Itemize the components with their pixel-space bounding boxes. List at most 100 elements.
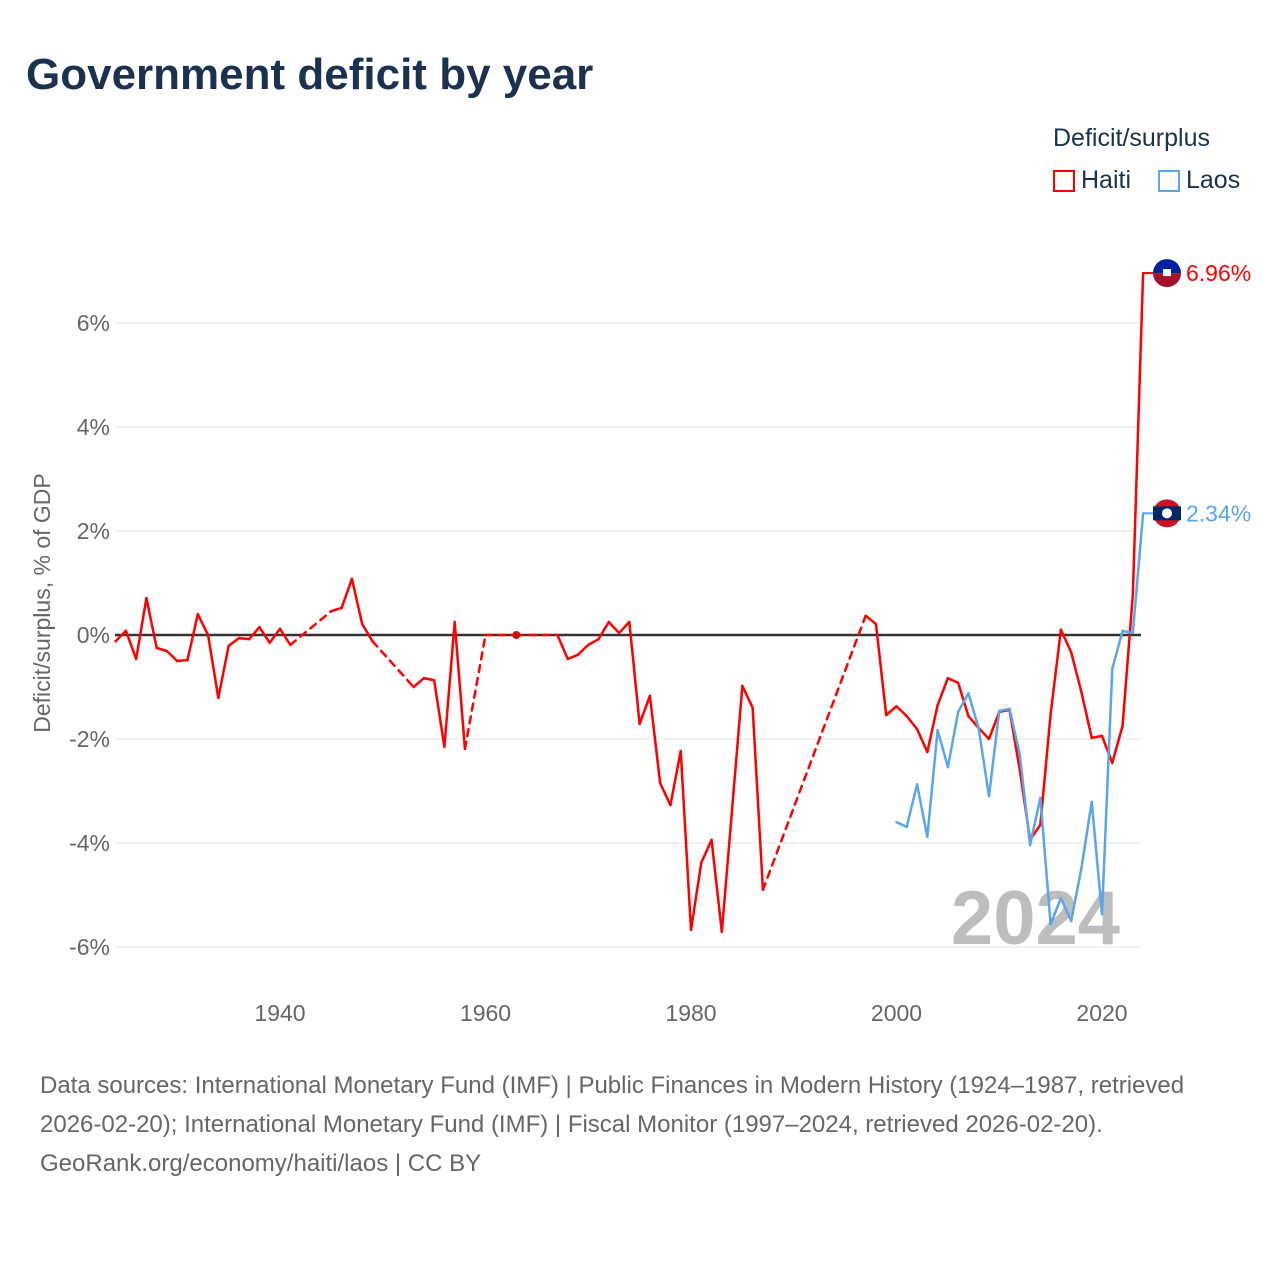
series-segment-haiti (607, 620, 621, 635)
series-segment-laos (895, 820, 909, 829)
series-segment-haiti (176, 658, 189, 663)
series-segment-haiti (289, 609, 333, 647)
data-point-marker (512, 631, 521, 639)
series-segment-haiti (597, 620, 611, 641)
series-segment-haiti (412, 676, 426, 689)
end-value-label: 6.96% (1186, 260, 1251, 286)
x-tick-label: 2000 (871, 1000, 922, 1026)
series-segment-laos (998, 707, 1011, 713)
series-segment-haiti (1059, 628, 1073, 654)
series-segment-haiti (463, 633, 487, 751)
legend-label: Haiti (1081, 166, 1132, 194)
series-segment-haiti (443, 620, 456, 749)
series-segment-haiti (689, 861, 703, 932)
y-tick-label: -6% (69, 934, 110, 960)
series-segment-laos (1008, 707, 1022, 756)
series-segment-haiti (422, 676, 436, 682)
series-segment-haiti (1080, 690, 1093, 740)
series-segment-haiti (915, 727, 929, 754)
series-segment-haiti (864, 614, 878, 626)
x-tick-label: 1980 (665, 1000, 716, 1026)
series-segment-haiti (936, 676, 950, 707)
series-segment-haiti (360, 622, 374, 643)
series-segment-haiti (710, 838, 724, 934)
series-segment-haiti (145, 596, 158, 650)
series-segment-haiti (895, 704, 909, 718)
line-chart: 6% 4% 2% 0% -2% -4% -6% 1940 1960 1980 2000 2020 Def… (29, 259, 1251, 1026)
y-tick-label: 0% (77, 622, 110, 648)
legend-item-laos[interactable]: Laos (1158, 166, 1240, 195)
series-segment-haiti (700, 838, 713, 865)
haiti-flag-icon (1153, 273, 1181, 288)
series-segment-laos (1028, 796, 1042, 847)
series-segment-haiti (114, 629, 128, 643)
haiti-flag-icon (1153, 259, 1181, 274)
y-axis-label: Deficit/surplus, % of GDP (29, 473, 55, 732)
series-segment-laos (926, 728, 939, 839)
series-segment-laos (967, 691, 980, 730)
footer: Data sources: International Monetary Fun… (40, 1066, 1240, 1183)
x-tick-label: 2020 (1076, 1000, 1127, 1026)
series-segment-haiti (946, 676, 960, 685)
series-segment-laos (1090, 800, 1104, 916)
series-segment-laos (1111, 629, 1124, 671)
series-segment-haiti (186, 612, 200, 662)
series-segment-haiti (566, 653, 580, 661)
series-segment-haiti (134, 596, 148, 661)
series-segment-haiti (720, 807, 734, 934)
series-segment-haiti (679, 749, 693, 932)
series-segment-laos (1039, 796, 1052, 926)
series-segment-haiti (165, 649, 179, 663)
series-segment-haiti (1049, 628, 1063, 716)
series-segment-haiti (258, 625, 271, 645)
series-segment-haiti (587, 637, 600, 647)
laos-flag-disc (1162, 508, 1172, 519)
series-segment-laos (936, 728, 950, 769)
series-segment-haiti (956, 681, 970, 718)
y-tick-label: 4% (77, 414, 110, 440)
credit-link[interactable]: GeoRank.org/economy/haiti/laos | CC BY (40, 1150, 482, 1177)
series-segment-haiti (617, 620, 631, 635)
series-segment-laos (1100, 667, 1114, 916)
series-segment-haiti (330, 606, 343, 613)
series-segment-haiti (453, 620, 467, 751)
series-segment-haiti (658, 781, 672, 807)
legend-title: Deficit/surplus (1053, 124, 1210, 152)
series-segment-haiti (628, 620, 641, 726)
series-segment-haiti (350, 577, 364, 626)
x-tick-label: 1940 (254, 1000, 305, 1026)
series-segment-haiti (977, 726, 991, 741)
x-tick-label: 1960 (460, 1000, 511, 1026)
series-segment-haiti (874, 622, 888, 717)
series-segment-laos (987, 709, 1001, 798)
series-segment-haiti (340, 577, 354, 610)
series-segment-haiti (905, 714, 919, 731)
series-segment-haiti (669, 749, 682, 807)
series-segment-laos (1080, 800, 1093, 870)
series-segment-haiti (730, 684, 744, 811)
series-segment-haiti (268, 627, 282, 645)
series-segment-haiti (761, 614, 867, 892)
series-segment-haiti (247, 625, 261, 641)
series-segment-haiti (1090, 734, 1104, 740)
series-segment-haiti (196, 612, 210, 637)
series-segment-haiti (638, 694, 652, 726)
data-sources: Data sources: International Monetary Fun… (40, 1072, 1185, 1138)
series-segment-haiti (648, 694, 662, 785)
legend-item-haiti[interactable]: Haiti (1053, 166, 1131, 195)
series-segment-laos (946, 710, 960, 769)
series-segment-haiti (556, 633, 569, 661)
series-segment-laos (956, 691, 970, 714)
chart-title: Government deficit by year (26, 50, 594, 99)
series-segment-haiti (1121, 593, 1135, 728)
series-segment-haiti (217, 644, 230, 700)
series-segment-haiti (432, 678, 446, 749)
end-value-label: 2.34% (1186, 500, 1251, 526)
y-tick-label: -4% (69, 830, 110, 856)
series-segment-haiti (926, 703, 939, 754)
series-segment-haiti (206, 633, 220, 700)
series-segment-haiti (155, 646, 169, 653)
legend-swatch (1158, 169, 1180, 192)
y-tick-label: -2% (69, 726, 110, 752)
